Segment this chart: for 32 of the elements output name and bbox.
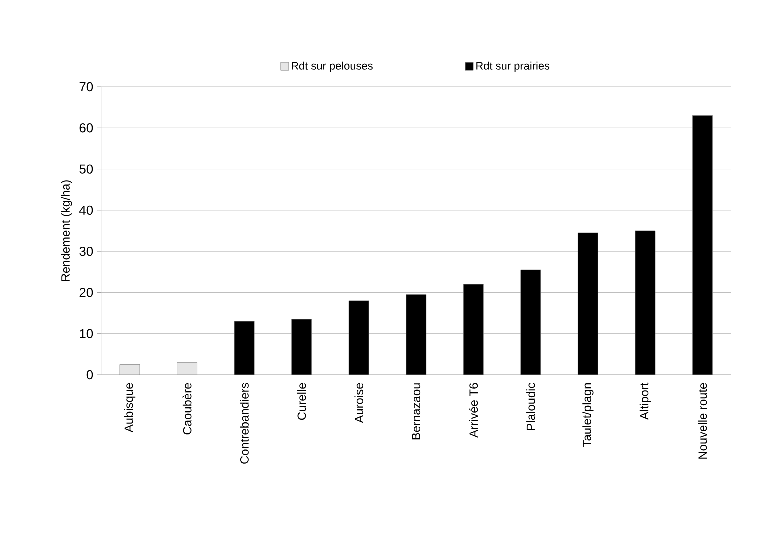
legend-label: Rdt sur prairies — [476, 62, 550, 72]
bar — [578, 232, 598, 375]
y-tick-label: 20 — [80, 288, 94, 298]
bar — [520, 270, 542, 375]
bar — [348, 300, 370, 375]
x-tick-label: Arrivée T6 — [469, 383, 478, 438]
x-tick-label: Bernazaou — [412, 384, 421, 440]
bar — [406, 294, 427, 375]
y-tick-label: 30 — [80, 246, 94, 256]
y-tick-label: 70 — [80, 82, 94, 92]
x-tick-label: Plaloudic — [526, 383, 536, 430]
bar — [635, 230, 656, 375]
y-tick-label: 10 — [80, 329, 94, 338]
bar — [463, 284, 484, 375]
y-tick-label: 50 — [80, 164, 94, 174]
bar — [692, 116, 713, 375]
y-tick-label: 40 — [79, 206, 94, 216]
x-tick-label: Altiport — [640, 382, 652, 420]
bar — [177, 362, 198, 375]
y-tick-label: 0 — [86, 370, 94, 380]
y-axis-title: Rendement (kg/ha) — [61, 180, 72, 282]
legend-label: Rdt sur pelouses — [292, 62, 373, 72]
x-tick-label: Auroise — [354, 383, 364, 424]
x-tick-label: Caoubère — [182, 383, 192, 435]
x-tick-label: Taulet/plagn — [582, 384, 594, 447]
bar — [292, 319, 312, 375]
bar — [234, 321, 255, 375]
x-tick-label: Contrebandiers — [240, 383, 249, 464]
x-tick-label: Curelle — [297, 383, 306, 420]
y-tick-label: 60 — [80, 124, 94, 133]
x-tick-label: Aubisque — [124, 383, 136, 433]
x-tick-label: Nouvelle route — [698, 383, 708, 459]
